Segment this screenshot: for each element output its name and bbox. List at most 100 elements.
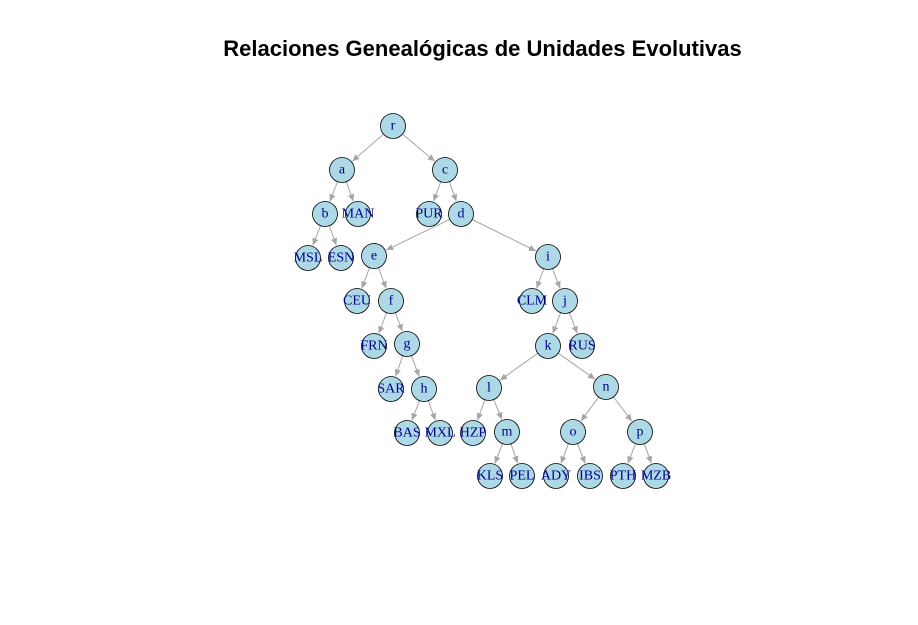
node-label-h: h	[421, 382, 428, 397]
node-circle-d	[448, 201, 474, 227]
node-circle-BAS	[394, 420, 420, 446]
node-b: b	[312, 201, 338, 227]
node-circle-h	[411, 376, 437, 402]
node-h: h	[411, 376, 437, 402]
node-FRN: FRN	[360, 333, 388, 359]
node-circle-HZP	[460, 420, 486, 446]
node-label-MAN: MAN	[342, 207, 375, 222]
edge-l-HZP	[476, 399, 486, 421]
node-circle-b	[312, 201, 338, 227]
node-label-d: d	[458, 207, 465, 222]
node-CLM: CLM	[517, 288, 548, 314]
node-RUS: RUS	[568, 333, 596, 359]
node-d: d	[448, 201, 474, 227]
node-PEL: PEL	[509, 463, 535, 489]
edge-b-ESN	[328, 225, 338, 246]
node-circle-CEU	[344, 288, 370, 314]
node-l: l	[476, 375, 502, 401]
node-label-BAS: BAS	[393, 426, 420, 441]
node-label-KLS: KLS	[477, 469, 503, 484]
node-label-f: f	[389, 294, 394, 309]
node-label-o: o	[570, 425, 577, 440]
edge-b-MSL	[312, 225, 321, 246]
node-label-CEU: CEU	[343, 294, 371, 309]
node-e: e	[361, 243, 387, 269]
node-circle-PUR	[416, 201, 442, 227]
node-c: c	[432, 157, 458, 183]
edge-m-KLS	[494, 443, 503, 464]
edge-n-o	[580, 396, 600, 422]
node-PTH: PTH	[610, 463, 636, 489]
node-label-j: j	[562, 294, 567, 309]
node-circle-m	[494, 419, 520, 445]
node-label-MZB: MZB	[641, 469, 671, 484]
edge-r-a	[351, 133, 384, 162]
node-circle-FRN	[361, 333, 387, 359]
node-label-RUS: RUS	[568, 339, 595, 354]
node-IBS: IBS	[577, 463, 603, 489]
node-label-ADY: ADY	[541, 469, 571, 484]
edge-k-l	[499, 352, 539, 381]
node-j: j	[552, 288, 578, 314]
node-label-l: l	[487, 381, 491, 396]
edge-c-d	[448, 181, 458, 202]
node-MAN: MAN	[342, 201, 375, 227]
node-circle-ADY	[543, 463, 569, 489]
node-circle-ESN	[328, 245, 354, 271]
edge-k-n	[557, 352, 596, 380]
node-circle-MXL	[427, 420, 453, 446]
node-label-FRN: FRN	[360, 339, 387, 354]
node-label-n: n	[603, 380, 610, 395]
node-SAR: SAR	[377, 376, 405, 402]
node-MZB: MZB	[641, 463, 671, 489]
edge-o-ADY	[560, 443, 569, 464]
node-circle-i	[535, 244, 561, 270]
node-label-p: p	[637, 425, 644, 440]
node-circle-a	[329, 157, 355, 183]
node-label-IBS: IBS	[579, 469, 601, 484]
edge-i-j	[552, 268, 561, 289]
node-label-ESN: ESN	[328, 251, 354, 266]
node-a: a	[329, 157, 355, 183]
node-circle-SAR	[378, 376, 404, 402]
node-BAS: BAS	[393, 420, 421, 446]
edge-o-IBS	[577, 443, 586, 464]
node-PUR: PUR	[415, 201, 443, 227]
node-label-PTH: PTH	[610, 469, 636, 484]
node-CEU: CEU	[343, 288, 371, 314]
node-circle-MAN	[345, 201, 371, 227]
node-MXL: MXL	[424, 420, 456, 446]
edge-m-PEL	[510, 443, 519, 464]
node-circle-e	[361, 243, 387, 269]
node-circle-f	[378, 288, 404, 314]
node-circle-c	[432, 157, 458, 183]
node-circle-k	[535, 333, 561, 359]
edge-j-k	[552, 312, 562, 334]
node-circle-MZB	[643, 463, 669, 489]
node-label-MSL: MSL	[294, 251, 323, 266]
node-label-HZP: HZP	[460, 426, 487, 441]
node-circle-PTH	[610, 463, 636, 489]
chart-title: Relaciones Genealógicas de Unidades Evol…	[223, 36, 742, 61]
node-label-c: c	[442, 163, 448, 178]
edge-j-RUS	[568, 312, 578, 334]
edge-n-p	[613, 396, 633, 422]
node-r: r	[380, 113, 406, 139]
edge-g-SAR	[394, 355, 404, 377]
node-label-i: i	[546, 250, 550, 265]
node-MSL: MSL	[294, 245, 323, 271]
node-m: m	[494, 419, 520, 445]
node-KLS: KLS	[477, 463, 503, 489]
node-label-e: e	[371, 249, 377, 264]
edge-d-e	[385, 218, 450, 251]
node-circle-g	[394, 331, 420, 357]
edge-a-b	[329, 181, 338, 202]
node-label-PUR: PUR	[415, 207, 443, 222]
node-label-CLM: CLM	[517, 294, 548, 309]
node-g: g	[394, 331, 420, 357]
node-circle-n	[593, 374, 619, 400]
node-f: f	[378, 288, 404, 314]
node-circle-r	[380, 113, 406, 139]
edge-e-CEU	[361, 267, 371, 289]
node-o: o	[560, 419, 586, 445]
